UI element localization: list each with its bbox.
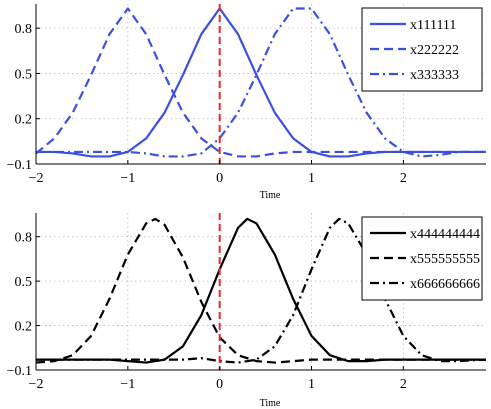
chart-1-legend-box <box>361 7 483 92</box>
chart-2-legend-box <box>361 216 483 301</box>
chart-2-y-tick-label-3: 0.8 <box>15 231 33 246</box>
chart-1-y-tick-label-3: 0.8 <box>15 22 33 37</box>
chart-1-x-axis-label: Time <box>260 190 281 201</box>
chart-1-y-tick-label-2: 0.5 <box>15 67 33 82</box>
chart-2-x-tick-label-3: 1 <box>308 377 315 392</box>
chart-2-x-tick-label-1: −1 <box>120 377 135 392</box>
chart-2-y-tick-label-1: 0.2 <box>15 320 33 335</box>
chart-1-x-tick-label-3: 1 <box>308 171 315 186</box>
chart-1-legend-label-2: x222222 <box>410 43 459 58</box>
chart-1-series-2-line <box>36 7 486 158</box>
chart-1-legend-label-1: x111111 <box>410 18 456 33</box>
chart-2-legend-label-3: x666666666 <box>410 277 480 292</box>
chart-1-x-tick-label-2: 0 <box>216 171 223 186</box>
chart-1-x-tick-label-0: −2 <box>29 171 44 186</box>
chart-2-x-tick-label-2: 0 <box>216 377 223 392</box>
chart-2-x-tick-label-0: −2 <box>29 377 44 392</box>
chart-1-legend-label-3: x333333 <box>410 68 459 83</box>
chart-2-x-tick-label-4: 2 <box>400 377 407 392</box>
chart-1-y-tick-label-0: −0.1 <box>7 158 32 173</box>
chart-1-y-tick-label-1: 0.2 <box>15 113 33 128</box>
chart-1-series-3-line <box>36 7 486 158</box>
chart-2-y-tick-label-0: −0.1 <box>7 364 32 379</box>
chart-2-x-axis-label: Time <box>260 398 281 409</box>
chart-1-x-tick-label-4: 2 <box>400 171 407 186</box>
top-chart: −2 −1 0 1 2 −0.1 0.2 0.5 0.8 Time x111111 x222222 x3… <box>7 4 486 201</box>
chart-2-y-tick-label-2: 0.5 <box>15 275 33 290</box>
chart-1-x-tick-label-1: −1 <box>120 171 135 186</box>
chart-2-series-2-line <box>36 217 486 364</box>
chart-2-legend-label-2: x555555555 <box>410 252 480 267</box>
chart-2-series-3-line <box>36 217 486 364</box>
bottom-chart: −2 −1 0 1 2 −0.1 0.2 0.5 0.8 Time x444444444 x55555… <box>7 213 486 409</box>
chart-2-legend-label-1: x444444444 <box>410 227 480 242</box>
